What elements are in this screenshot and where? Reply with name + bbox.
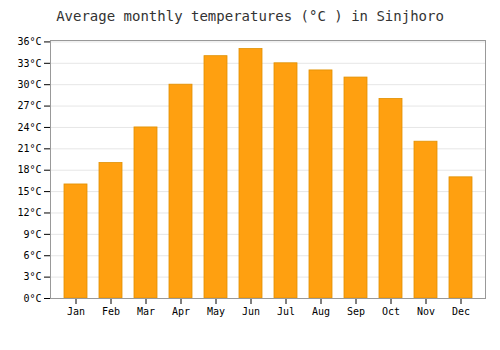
svg-text:15°C: 15°C	[17, 186, 41, 197]
svg-text:Apr: Apr	[172, 306, 190, 317]
svg-text:0°C: 0°C	[23, 293, 41, 304]
svg-text:36°C: 36°C	[17, 36, 41, 47]
svg-text:Jan: Jan	[67, 306, 85, 317]
html-text:Average monthly temperatures (: Average monthly temperatures (°C ) in Si…	[56, 8, 444, 24]
svg-text:Sep: Sep	[347, 306, 365, 317]
svg-text:Jun: Jun	[242, 306, 260, 317]
svg-text:21°C: 21°C	[17, 143, 41, 154]
svg-text:9°C: 9°C	[23, 229, 41, 240]
svg-text:24°C: 24°C	[17, 122, 41, 133]
svg-text:May: May	[207, 306, 225, 317]
svg-text:3°C: 3°C	[23, 271, 41, 282]
svg-text:30°C: 30°C	[17, 79, 41, 90]
svg-text:33°C: 33°C	[17, 58, 41, 69]
svg-text:Nov: Nov	[417, 306, 435, 317]
svg-text:27°C: 27°C	[17, 100, 41, 111]
svg-text:Mar: Mar	[137, 306, 155, 317]
svg-text:Feb: Feb	[102, 306, 120, 317]
svg-text:Dec: Dec	[452, 306, 470, 317]
svg-text:Oct: Oct	[382, 306, 400, 317]
svg-text:18°C: 18°C	[17, 164, 41, 175]
svg-text:Aug: Aug	[312, 306, 330, 317]
svg-text:12°C: 12°C	[17, 207, 41, 218]
svg-text:6°C: 6°C	[23, 250, 41, 261]
svg-text:Jul: Jul	[277, 306, 295, 317]
